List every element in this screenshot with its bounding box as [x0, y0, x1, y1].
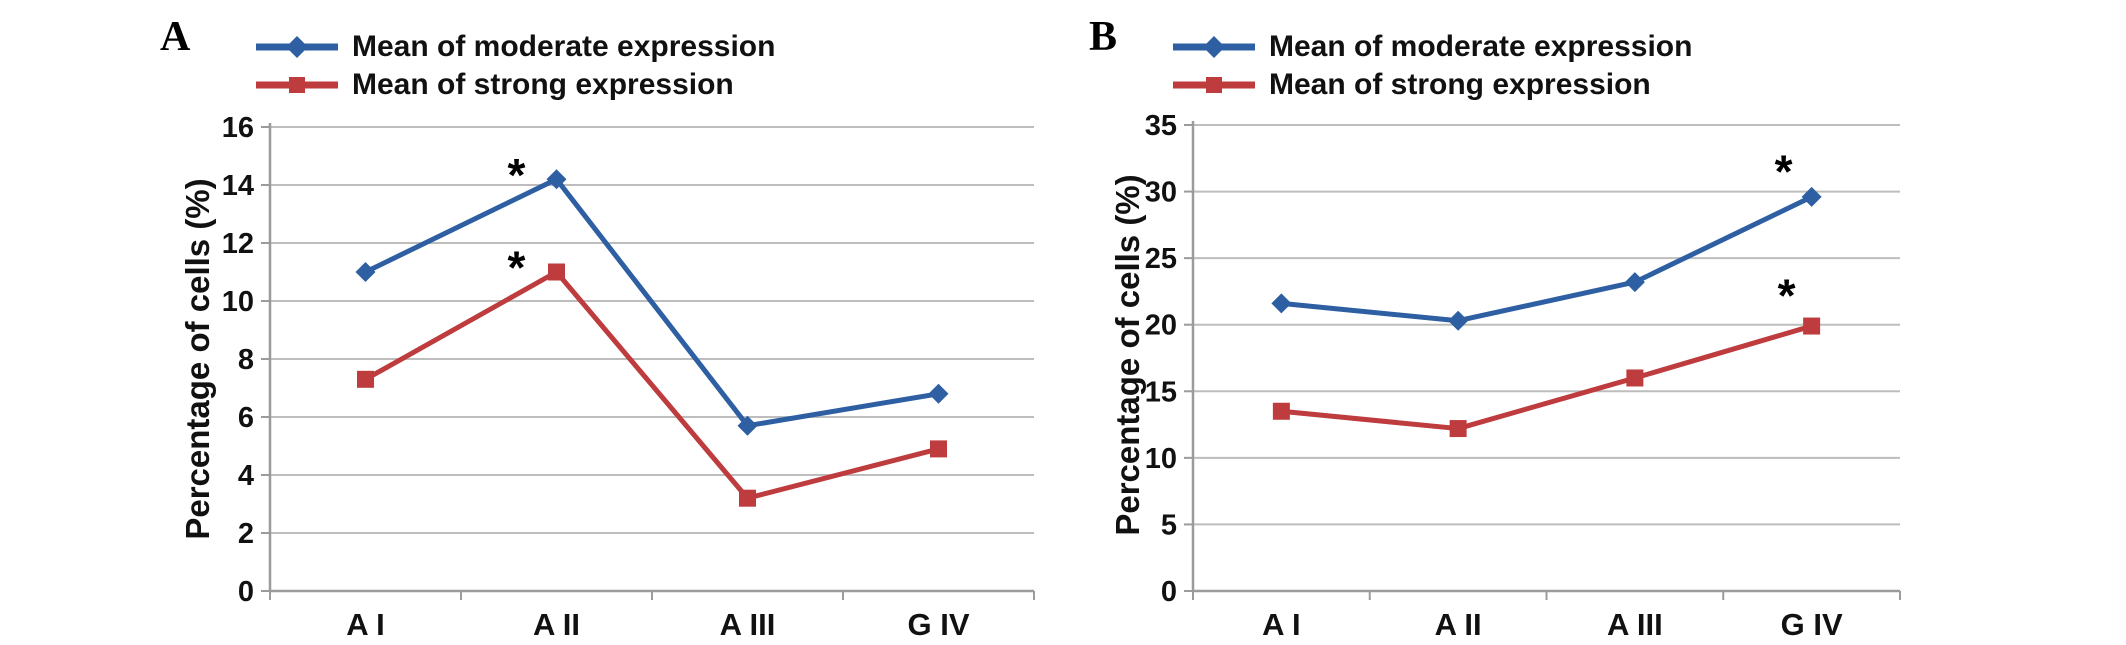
y-tick-label: 16	[222, 112, 254, 144]
data-point-diamond	[1271, 293, 1292, 314]
data-point-square	[739, 489, 756, 507]
data-point-square	[1626, 369, 1644, 387]
data-point-diamond	[546, 169, 567, 190]
x-category-label: A I	[346, 607, 384, 642]
data-point-diamond	[355, 262, 376, 282]
panel-b: B Mean of moderate expression Mean of st…	[1063, 0, 2126, 645]
data-point-diamond	[928, 383, 949, 404]
panel-b-letter: B	[1089, 14, 1118, 60]
y-tick-label: 12	[222, 228, 254, 260]
line-chart-panel-b: 0 5 10 15 20 25 30 35 A I A II A III G IV * *	[1145, 110, 1901, 642]
y-tick-label: 10	[1145, 443, 1177, 475]
legend-label-strong: Mean of strong expression	[352, 68, 734, 101]
legend-item-moderate-expression: Mean of moderate expression	[1170, 28, 1692, 66]
y-tick-label: 2	[238, 518, 254, 550]
significance-asterisk: *	[508, 149, 526, 201]
legend-panel-a: Mean of moderate expression Mean of stro…	[253, 28, 775, 104]
significance-asterisk: *	[1775, 146, 1793, 198]
data-point-square	[930, 440, 947, 458]
legend-item-strong-expression: Mean of strong expression	[253, 66, 775, 104]
data-point-diamond	[1624, 272, 1645, 293]
data-point-diamond	[1448, 310, 1469, 331]
legend-panel-b: Mean of moderate expression Mean of stro…	[1170, 28, 1692, 104]
panel-a: A Mean of moderate expression Mean of st…	[160, 14, 1035, 642]
y-tick-label: 5	[1161, 509, 1177, 541]
y-tick-label: 6	[238, 402, 254, 434]
data-point-square	[548, 263, 565, 281]
data-point-diamond	[737, 415, 758, 436]
y-tick-label: 30	[1145, 177, 1177, 209]
y-tick-label: 20	[1145, 310, 1177, 342]
y-tick-label: 8	[238, 344, 254, 376]
y-tick-label: 10	[222, 286, 254, 318]
legend-label-moderate: Mean of moderate expression	[1269, 30, 1693, 63]
y-tick-label: 35	[1145, 110, 1177, 142]
x-category-label: A III	[720, 607, 776, 642]
series-line-strong	[1278, 323, 1815, 432]
y-tick-label: 0	[238, 576, 254, 608]
legend-label-strong: Mean of strong expression	[1269, 68, 1651, 101]
series-line-moderate	[1278, 194, 1815, 324]
moderate-series-legend-marker-icon	[256, 36, 338, 58]
panel-a-letter: A	[160, 14, 191, 60]
series-line-strong	[363, 269, 941, 501]
legend-item-strong-expression: Mean of strong expression	[1170, 66, 1692, 104]
data-point-square	[1803, 317, 1821, 335]
data-point-square	[1449, 420, 1467, 438]
data-point-square	[357, 370, 374, 388]
strong-series-legend-marker-icon	[256, 77, 338, 93]
legend-label-moderate: Mean of moderate expression	[352, 30, 776, 63]
y-tick-label: 0	[1161, 576, 1177, 608]
y-tick-label: 14	[222, 170, 254, 202]
series-line-moderate	[363, 176, 941, 429]
x-category-label: G IV	[1781, 607, 1843, 642]
y-tick-label: 15	[1145, 376, 1177, 408]
y-tick-label: 25	[1145, 243, 1177, 275]
x-category-label: A I	[1262, 607, 1300, 642]
y-tick-label: 4	[238, 460, 254, 492]
x-category-label: G IV	[907, 607, 969, 642]
line-chart-panel-a: 0 2 4 6 8 10 12 14 16 A I A II A III G IV * *	[222, 112, 1035, 642]
strong-series-legend-marker-icon	[1173, 77, 1255, 93]
legend-item-moderate-expression: Mean of moderate expression	[253, 28, 775, 66]
data-point-diamond	[1801, 186, 1822, 207]
x-category-label: A II	[1435, 607, 1482, 642]
significance-asterisk: *	[508, 242, 526, 294]
x-category-label: A III	[1607, 607, 1663, 642]
data-point-square	[1272, 402, 1290, 420]
x-category-label: A II	[533, 607, 580, 642]
significance-asterisk: *	[1778, 269, 1796, 321]
moderate-series-legend-marker-icon	[1173, 36, 1255, 58]
